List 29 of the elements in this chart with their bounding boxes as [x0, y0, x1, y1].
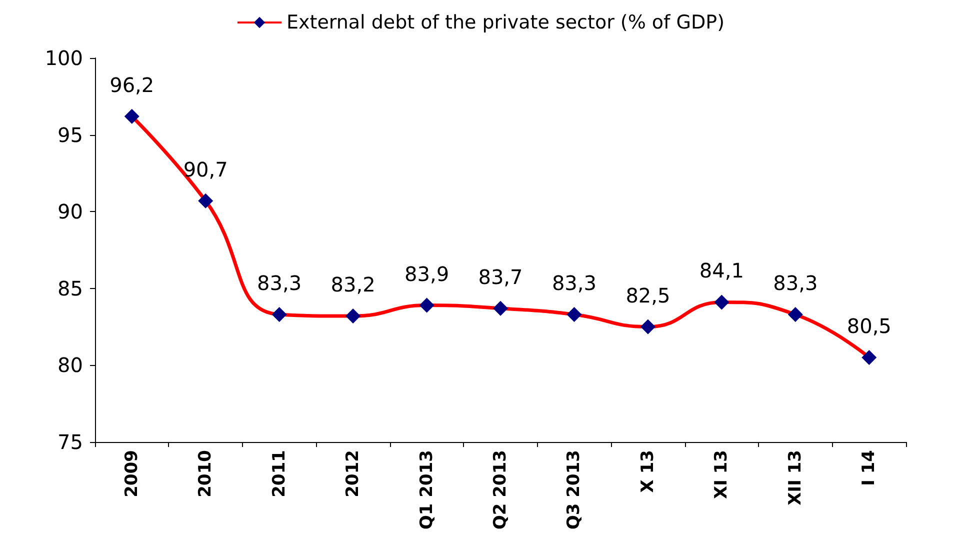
data-label: 84,1	[699, 258, 744, 283]
x-tick-label: I 14	[859, 450, 880, 486]
data-label: 96,2	[110, 72, 154, 97]
y-tick-label: 85	[58, 276, 83, 300]
data-label: 90,7	[183, 157, 228, 182]
data-label: 83,3	[773, 271, 818, 296]
x-tick-label: Q2 2013	[490, 450, 510, 530]
x-tick-label: Q1 2013	[416, 450, 437, 530]
data-label: 83,3	[552, 271, 596, 296]
x-tick-label: 2010	[196, 450, 216, 498]
x-tick-label: XI 13	[712, 450, 732, 500]
data-label: 83,9	[404, 262, 450, 286]
y-tick-label: 75	[58, 430, 83, 454]
x-tick-label: XII 13	[785, 450, 806, 506]
x-tick-label: 2009	[122, 450, 142, 498]
x-tick-label: 2012	[343, 450, 364, 498]
y-tick-label: 95	[58, 122, 83, 147]
data-label: 82,5	[626, 283, 670, 308]
x-tick-label: Q3 2013	[564, 450, 584, 530]
legend-label: External debt of the private sector (% of GDP)	[286, 12, 725, 34]
data-label: 83,7	[478, 264, 523, 289]
y-tick-label: 90	[58, 200, 83, 224]
y-tick-label: 100	[44, 46, 83, 70]
data-label: 83,3	[257, 271, 302, 296]
x-tick-label: 2011	[269, 450, 290, 498]
data-label: 80,5	[846, 314, 892, 338]
x-tick-label: X 13	[638, 450, 658, 493]
y-tick-label: 80	[58, 353, 83, 378]
data-label: 83,2	[330, 272, 376, 297]
